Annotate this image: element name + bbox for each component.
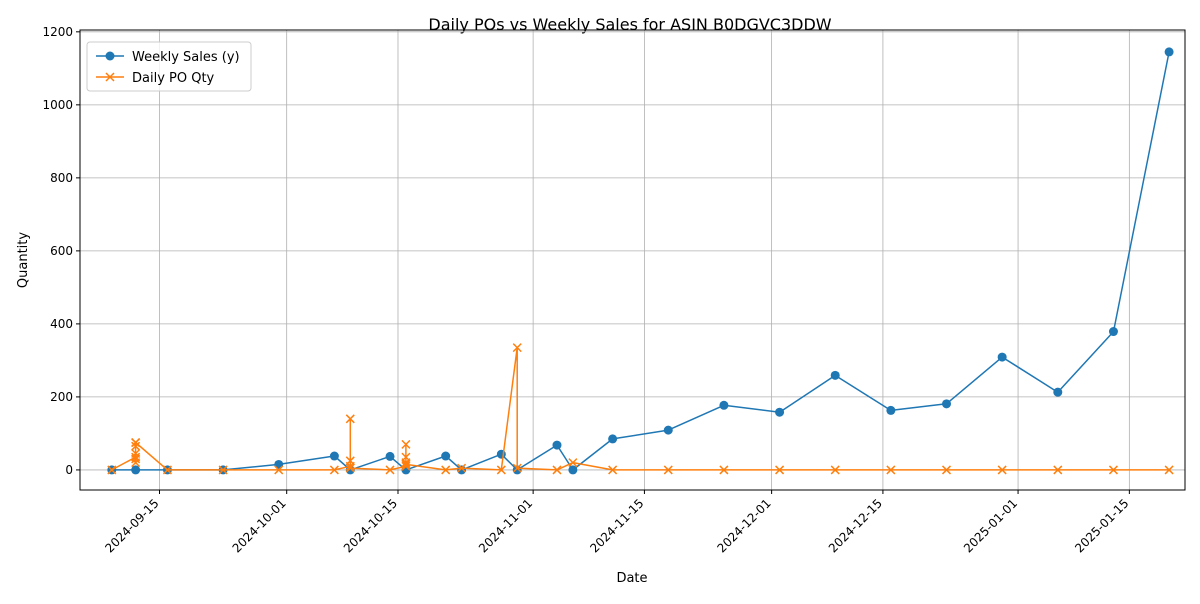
data-point-daily-po	[552, 465, 562, 475]
y-tick-label: 1000	[42, 98, 73, 112]
x-tick-label: 2024-12-01	[715, 496, 774, 555]
data-point-weekly-sales	[997, 352, 1007, 362]
data-point-daily-po	[131, 438, 141, 448]
data-point-daily-po	[1164, 465, 1174, 475]
y-axis-label: Quantity	[16, 232, 31, 288]
data-point-daily-po	[512, 343, 522, 353]
data-point-daily-po	[496, 465, 506, 475]
legend: Weekly Sales (y) Daily PO Qty	[86, 41, 252, 92]
data-point-weekly-sales	[830, 370, 840, 380]
data-point-weekly-sales	[441, 451, 451, 461]
y-tick-label: 200	[50, 390, 73, 404]
data-point-daily-po	[830, 465, 840, 475]
data-point-weekly-sales	[608, 434, 618, 444]
data-point-weekly-sales	[329, 451, 339, 461]
data-point-weekly-sales	[552, 440, 562, 450]
data-point-weekly-sales	[131, 465, 141, 475]
series-line-weekly-sales	[111, 51, 1170, 471]
x-axis-label: Date	[616, 571, 647, 586]
data-point-daily-po	[1053, 465, 1063, 475]
data-point-daily-po	[131, 454, 141, 464]
y-tick-label: 0	[65, 463, 73, 477]
grid	[80, 30, 1185, 490]
data-point-daily-po	[274, 465, 284, 475]
y-tick-label: 1200	[42, 25, 73, 39]
data-point-daily-po	[441, 465, 451, 475]
data-point-daily-po	[131, 458, 141, 468]
data-point-daily-po	[457, 463, 467, 473]
legend-label-weekly-sales: Weekly Sales (y)	[132, 50, 240, 65]
data-point-daily-po	[401, 458, 411, 468]
legend-label-daily-po: Daily PO Qty	[132, 71, 215, 86]
data-point-daily-po	[512, 463, 522, 473]
data-point-weekly-sales	[775, 407, 785, 417]
data-point-weekly-sales	[568, 465, 578, 475]
data-point-daily-po	[345, 456, 355, 466]
data-point-daily-po	[401, 439, 411, 449]
data-point-daily-po	[107, 465, 117, 475]
y-axis: 0 200 400 600 800 1000 1200	[42, 25, 80, 477]
data-point-daily-po	[401, 459, 411, 469]
x-tick-label: 2024-09-15	[102, 496, 161, 555]
x-tick-label: 2025-01-15	[1072, 496, 1131, 555]
data-point-weekly-sales	[1108, 327, 1118, 337]
x-tick-label: 2024-10-15	[341, 496, 400, 555]
data-point-daily-po	[997, 465, 1007, 475]
data-point-weekly-sales	[719, 400, 729, 410]
x-tick-label: 2024-11-15	[587, 496, 646, 555]
data-point-weekly-sales	[1164, 47, 1174, 57]
data-point-daily-po	[345, 463, 355, 473]
data-point-daily-po	[941, 465, 952, 475]
data-point-daily-po	[1108, 465, 1118, 475]
series-layer	[107, 47, 1174, 475]
data-point-daily-po	[401, 461, 411, 471]
data-point-weekly-sales	[457, 465, 467, 475]
series-line-daily-po	[111, 346, 1170, 471]
data-point-daily-po	[345, 414, 355, 424]
data-point-weekly-sales	[1053, 387, 1063, 397]
data-point-daily-po	[886, 465, 896, 475]
y-tick-label: 400	[50, 317, 73, 331]
data-point-weekly-sales	[942, 399, 952, 409]
x-tick-label: 2024-11-01	[476, 496, 535, 555]
data-point-daily-po	[385, 465, 395, 475]
legend-marker-weekly-sales	[105, 51, 115, 61]
data-point-weekly-sales	[663, 425, 673, 435]
x-axis: 2024-09-15 2024-10-01 2024-10-15 2024-11-01…	[102, 490, 1131, 555]
legend-marker-daily-po	[105, 72, 115, 82]
legend-box	[86, 41, 252, 92]
plot-area-frame	[79, 29, 1186, 491]
x-tick-label: 2025-01-01	[961, 496, 1020, 555]
data-point-daily-po	[608, 465, 618, 475]
data-point-daily-po	[568, 458, 578, 468]
x-tick-label: 2024-10-01	[230, 496, 289, 555]
data-point-daily-po	[162, 465, 172, 475]
chart-title: Daily POs vs Weekly Sales for ASIN B0DGV…	[428, 15, 831, 34]
data-point-daily-po	[329, 465, 339, 475]
data-point-weekly-sales	[886, 405, 896, 415]
data-point-daily-po	[775, 465, 785, 475]
data-point-daily-po	[663, 465, 673, 475]
x-tick-label: 2024-12-15	[826, 496, 885, 555]
data-point-daily-po	[218, 465, 228, 475]
y-tick-label: 800	[50, 171, 73, 185]
data-point-weekly-sales	[385, 451, 395, 461]
y-tick-label: 600	[50, 244, 73, 258]
data-point-daily-po	[131, 441, 141, 451]
data-point-daily-po	[719, 465, 729, 475]
